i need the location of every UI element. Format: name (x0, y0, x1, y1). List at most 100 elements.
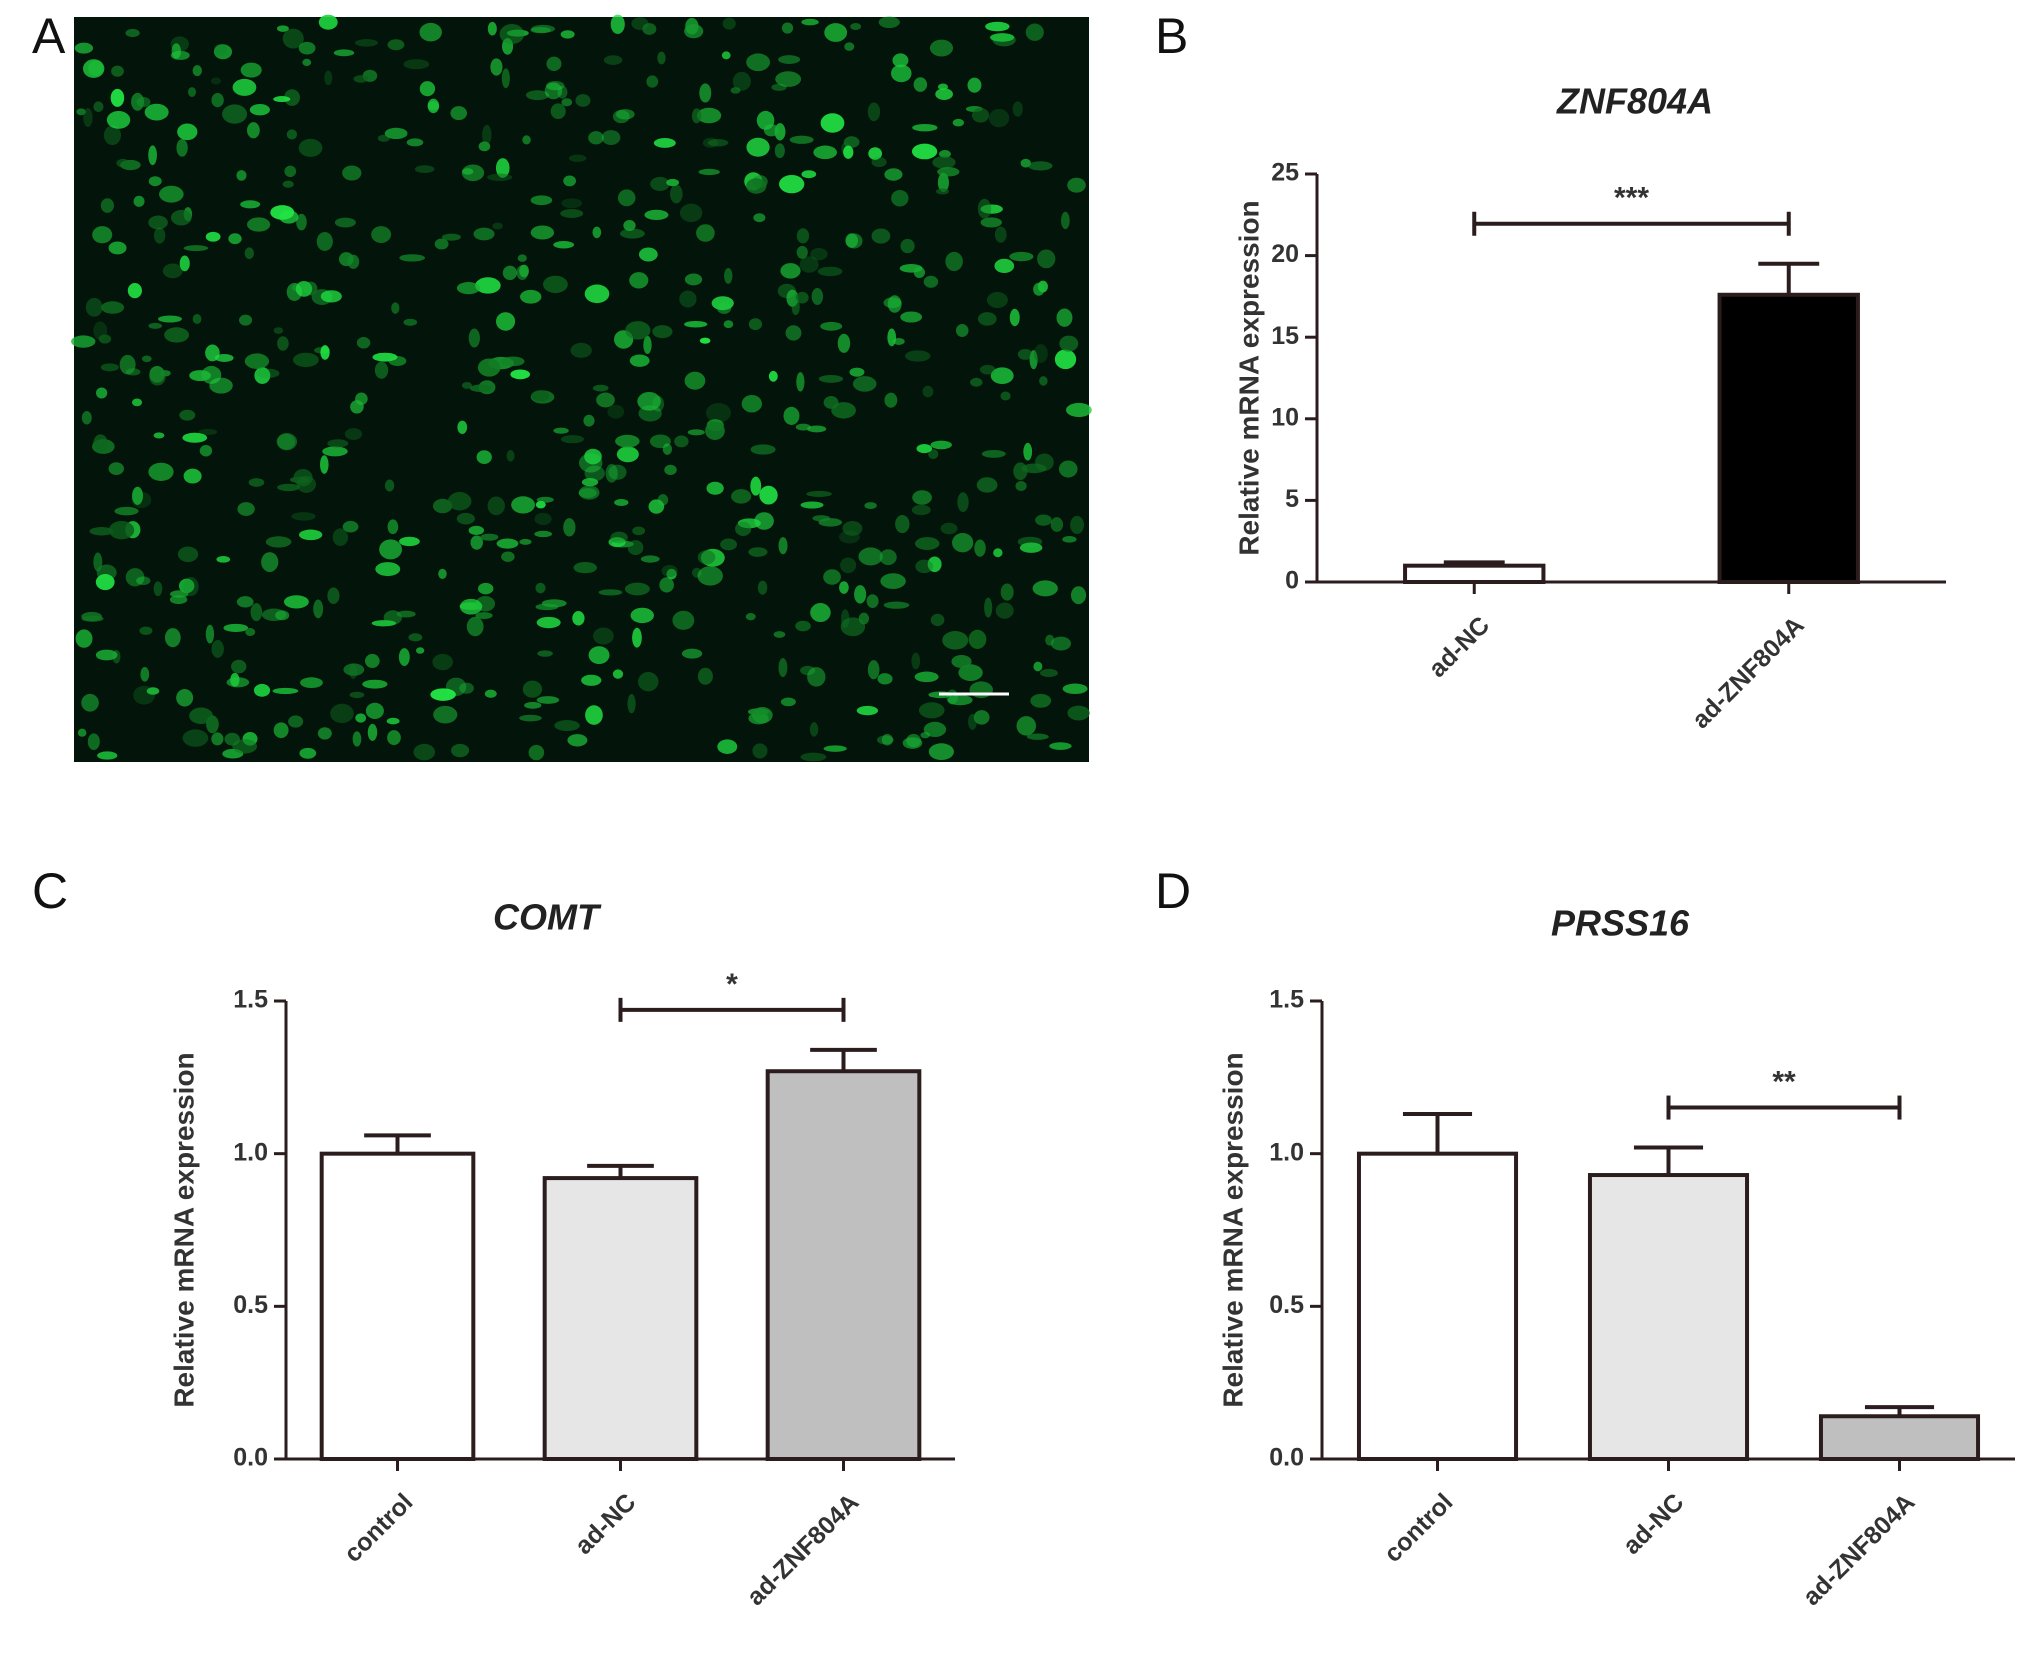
cell (206, 715, 219, 734)
cell (750, 476, 762, 496)
cell (125, 568, 145, 587)
cell (560, 30, 575, 39)
cell (519, 538, 532, 545)
cell (177, 546, 199, 563)
cell (973, 710, 990, 725)
cell (699, 83, 712, 103)
cell (783, 406, 800, 425)
cell (780, 697, 796, 707)
cell (806, 490, 832, 497)
cell (231, 659, 247, 674)
cell (1012, 101, 1023, 117)
cell (536, 616, 561, 629)
cell (519, 714, 542, 722)
cell (433, 705, 458, 724)
y-tick-label: 1.0 (1269, 1138, 1304, 1166)
cell (697, 550, 716, 565)
cell (951, 654, 972, 668)
cell (214, 354, 234, 362)
cell (1062, 536, 1077, 543)
cell (800, 752, 827, 762)
cell (867, 660, 880, 680)
cell (849, 367, 865, 377)
cell (116, 158, 130, 168)
cell (291, 512, 316, 521)
cell (994, 258, 1015, 274)
cell (652, 325, 673, 339)
cell (664, 464, 677, 476)
cell (93, 552, 103, 572)
cell (322, 446, 348, 457)
cell (957, 492, 969, 512)
cell (1000, 583, 1014, 601)
cell (707, 139, 729, 147)
cell (891, 189, 909, 207)
cell (578, 488, 597, 498)
cell (119, 354, 136, 375)
cell (844, 42, 855, 51)
cell (1023, 442, 1033, 461)
cell (153, 227, 166, 244)
cell (550, 103, 566, 120)
y-axis-label: Relative mRNA expression (168, 1052, 199, 1407)
cell (879, 549, 897, 566)
cell (643, 335, 652, 355)
cell (731, 489, 752, 504)
cell (930, 440, 952, 450)
cell (176, 138, 188, 157)
cell (459, 598, 483, 615)
cell (414, 165, 435, 173)
cell (81, 615, 104, 622)
cell (1028, 161, 1053, 171)
cell (560, 435, 585, 444)
cell (940, 522, 958, 535)
y-tick-label: 25 (1271, 159, 1299, 187)
cell (747, 708, 769, 716)
cell (469, 384, 492, 393)
cell (811, 288, 824, 305)
cell (605, 463, 618, 483)
cell (320, 290, 342, 303)
cell (211, 732, 224, 746)
cell (746, 178, 767, 194)
cell (895, 515, 910, 534)
cell (484, 689, 497, 698)
cell (923, 721, 947, 738)
cell (588, 131, 604, 145)
y-tick-label: 15 (1271, 322, 1299, 350)
cell (522, 135, 531, 145)
cell (684, 320, 708, 328)
cell (286, 129, 298, 140)
cell (434, 238, 449, 250)
cell (403, 59, 430, 70)
cell (110, 88, 125, 107)
cell (759, 485, 778, 505)
cell (981, 449, 1006, 458)
cell (1019, 542, 1043, 553)
cell (530, 225, 555, 240)
x-tick-label: ad-NC (1618, 1488, 1690, 1560)
cell (913, 77, 928, 92)
cell (1009, 308, 1020, 327)
cell (148, 145, 157, 166)
cell (114, 506, 139, 516)
cell (911, 143, 938, 160)
cell (111, 65, 124, 77)
cell (93, 321, 108, 341)
cell (236, 596, 254, 608)
cell (506, 450, 515, 462)
cell (74, 42, 94, 54)
cell (831, 402, 856, 419)
cell (537, 650, 553, 657)
cell (699, 337, 711, 344)
cell (524, 701, 542, 709)
cell (470, 535, 483, 550)
cell (717, 739, 738, 754)
cell (176, 689, 194, 707)
cell (858, 612, 870, 625)
cell (535, 500, 546, 509)
cell (745, 613, 756, 621)
cell (992, 33, 1016, 47)
cell (316, 232, 333, 252)
